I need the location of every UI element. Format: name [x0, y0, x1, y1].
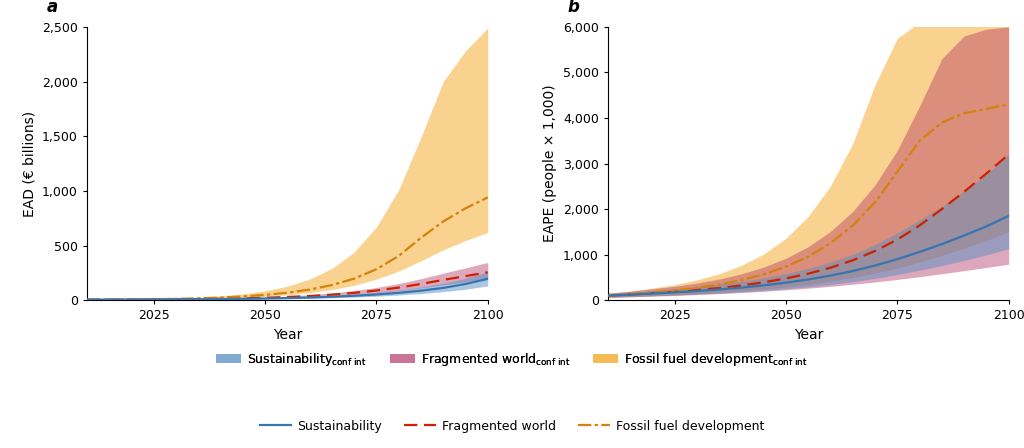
- Y-axis label: EAPE (people × 1,000): EAPE (people × 1,000): [544, 85, 557, 242]
- Text: a: a: [47, 0, 58, 16]
- Legend: Sustainability$_{\mathregular{conf\ int}}$, Fragmented world$_{\mathregular{conf: Sustainability$_{\mathregular{conf\ int}…: [216, 351, 808, 368]
- Y-axis label: EAD (€ billions): EAD (€ billions): [23, 111, 37, 216]
- Legend: Sustainability, Fragmented world, Fossil fuel development: Sustainability, Fragmented world, Fossil…: [260, 420, 764, 433]
- X-axis label: Year: Year: [272, 328, 302, 342]
- Text: b: b: [568, 0, 580, 16]
- X-axis label: Year: Year: [794, 328, 823, 342]
